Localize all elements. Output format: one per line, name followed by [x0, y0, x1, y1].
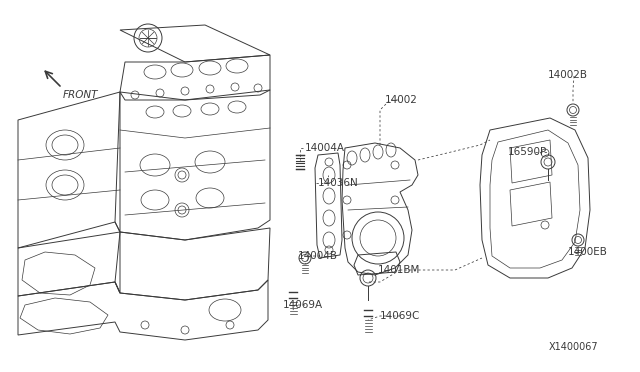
Text: 14002: 14002 — [385, 95, 418, 105]
Text: X1400067: X1400067 — [548, 342, 598, 352]
Text: 14069A: 14069A — [283, 300, 323, 310]
Text: 1401BM: 1401BM — [378, 265, 420, 275]
Text: 1400EB: 1400EB — [568, 247, 608, 257]
Text: 14004A: 14004A — [305, 143, 345, 153]
Text: 16590P: 16590P — [508, 147, 547, 157]
Text: 14069C: 14069C — [380, 311, 420, 321]
Text: 14036N: 14036N — [318, 178, 359, 188]
Text: 14004B: 14004B — [298, 251, 338, 261]
Text: 14002B: 14002B — [548, 70, 588, 80]
Text: FRONT: FRONT — [63, 90, 99, 100]
